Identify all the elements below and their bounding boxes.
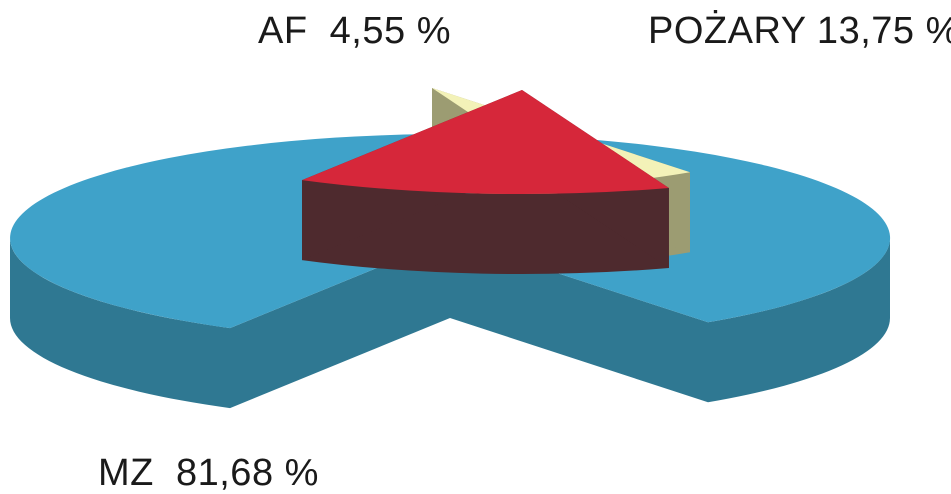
slice-face-mz-1 xyxy=(450,238,708,403)
pie-slice-pozary xyxy=(302,90,669,274)
slice-label-pozary: POŻARY 13,75 % xyxy=(648,10,951,52)
slice-label-mz: MZ 81,68 % xyxy=(98,452,319,494)
slice-face-mz-0 xyxy=(230,238,450,409)
slice-label-af: AF 4,55 % xyxy=(258,10,451,52)
slice-side-mz xyxy=(9,238,230,409)
slice-top-pozary xyxy=(302,90,669,194)
slice-side-mz xyxy=(708,238,891,403)
